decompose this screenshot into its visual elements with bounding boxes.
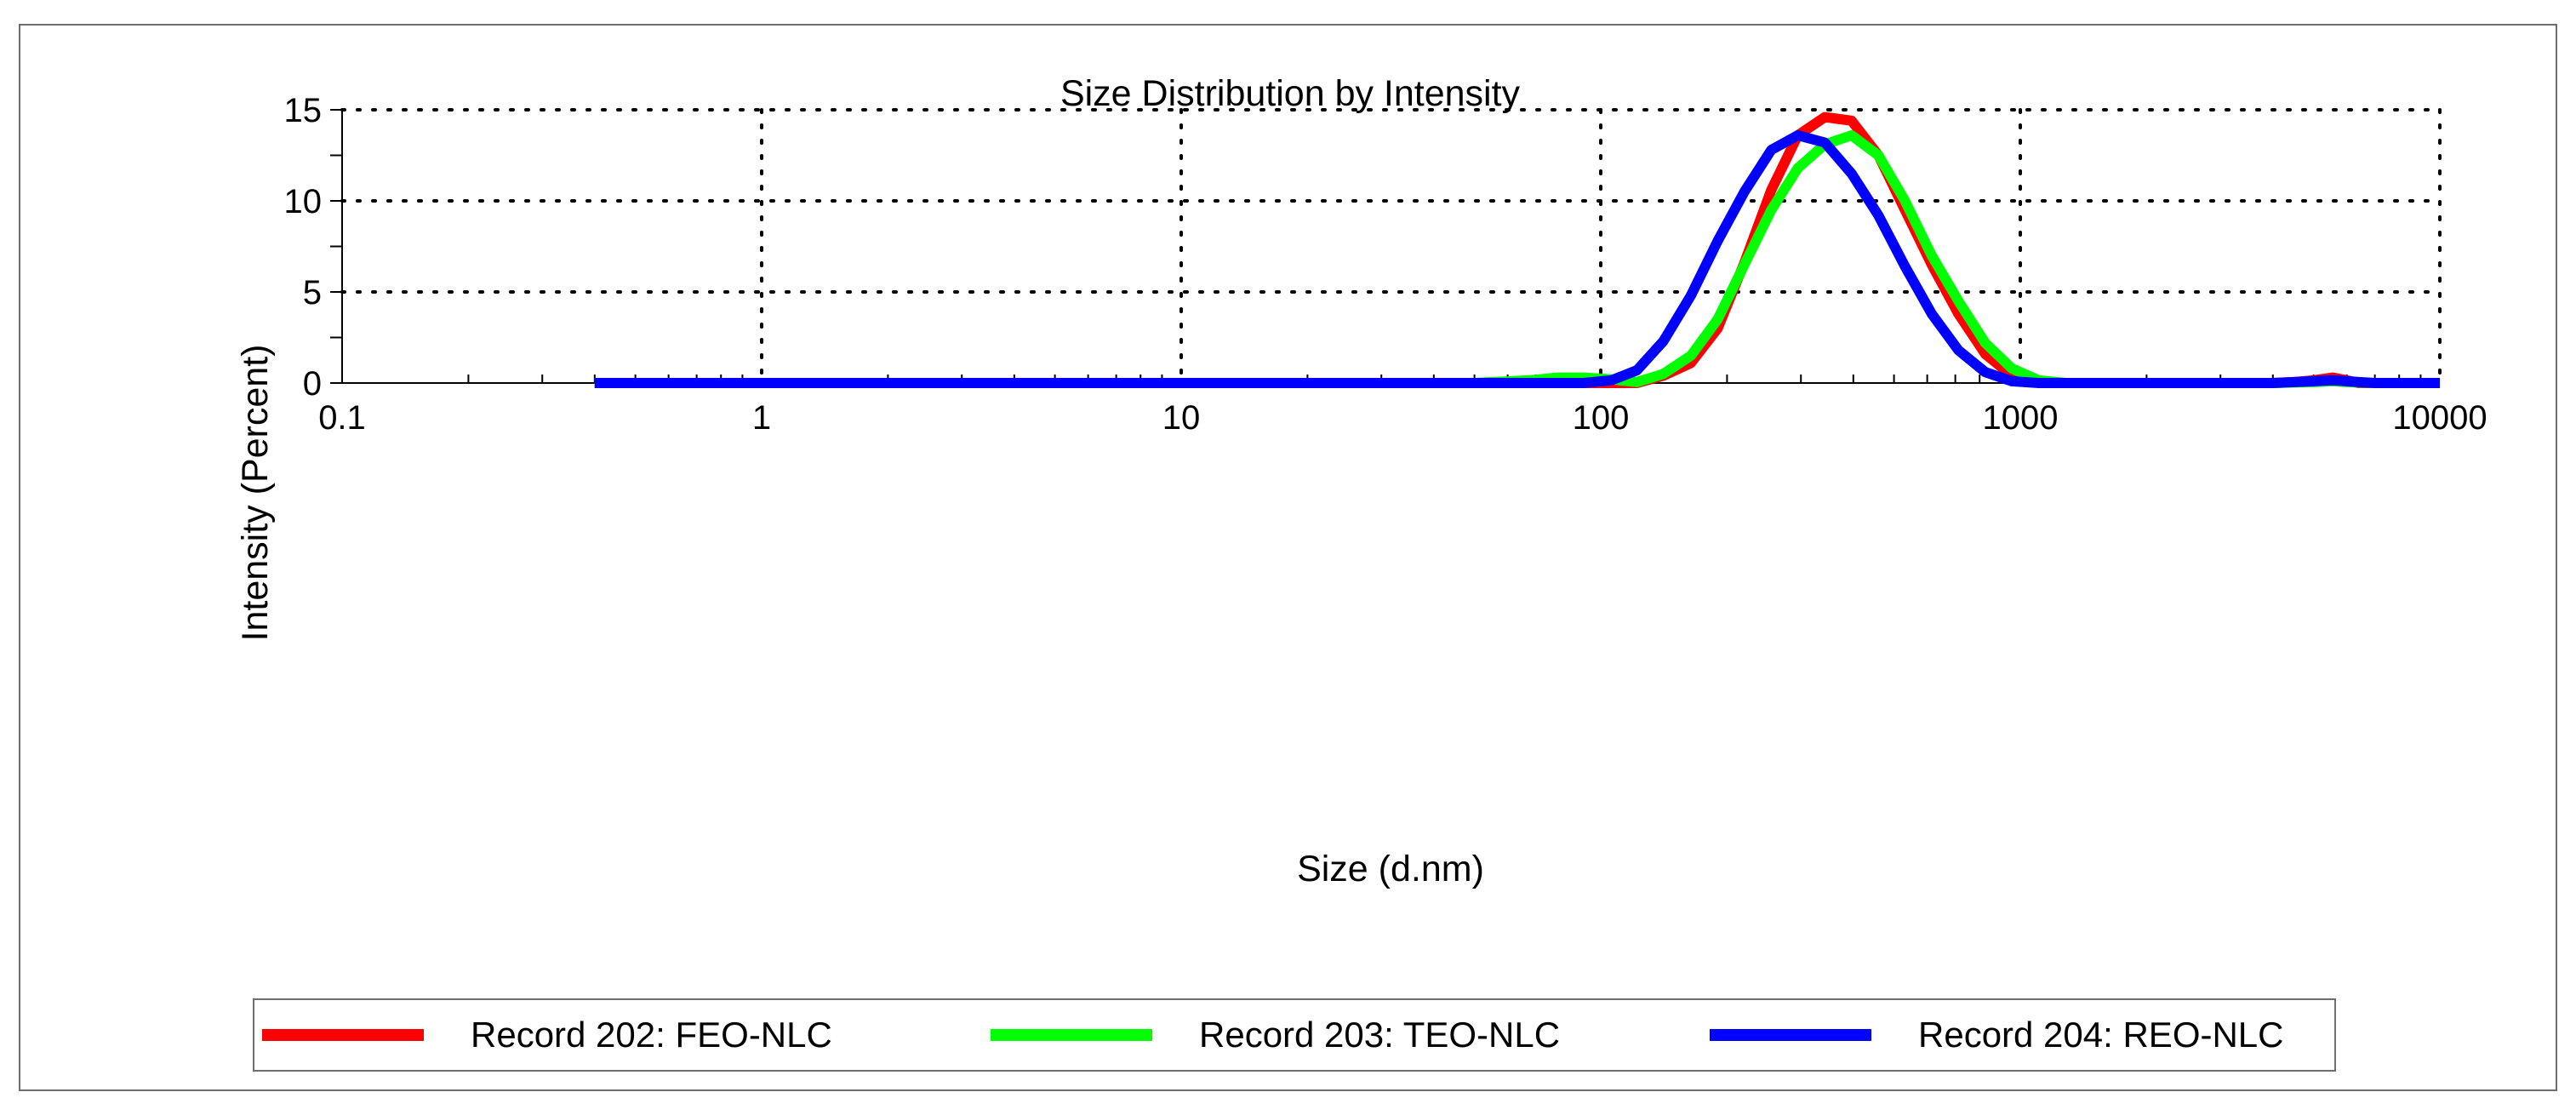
y-tick-label: 15 <box>284 92 323 129</box>
legend: Record 202: FEO-NLC Record 203: TEO-NLC Re… <box>254 999 2335 1071</box>
x-tick-label: 100 <box>1573 399 1630 437</box>
chart-frame: Size Distribution by Intensity 0.1 1 10 100… <box>19 24 2557 1091</box>
axis-minor-ticks <box>330 110 2420 383</box>
x-axis-label: Size (d.nm) <box>1297 849 1484 889</box>
series-line <box>595 135 2440 383</box>
chart-svg: Size Distribution by Intensity 0.1 1 10 100… <box>20 26 2559 1093</box>
x-tick-label: 10 <box>1162 399 1201 437</box>
x-tick-label: 1 <box>752 399 771 437</box>
series-line <box>595 135 2440 383</box>
chart-title: Size Distribution by Intensity <box>1060 73 1521 114</box>
x-tick-label: 10000 <box>2392 399 2487 437</box>
legend-label: Record 203: TEO-NLC <box>1199 1015 1560 1055</box>
legend-label: Record 202: FEO-NLC <box>471 1015 832 1055</box>
y-tick-label: 10 <box>284 183 323 220</box>
y-tick-label: 0 <box>303 365 322 403</box>
series-line <box>595 117 2440 383</box>
x-tick-label: 1000 <box>1983 399 2059 437</box>
y-axis-label: Intensity (Percent) <box>235 345 276 642</box>
x-tick-label: 0.1 <box>318 399 366 437</box>
grid-lines <box>342 110 2440 383</box>
y-tick-label: 5 <box>303 274 322 312</box>
series-lines <box>595 117 2440 383</box>
legend-label: Record 204: REO-NLC <box>1918 1015 2284 1055</box>
